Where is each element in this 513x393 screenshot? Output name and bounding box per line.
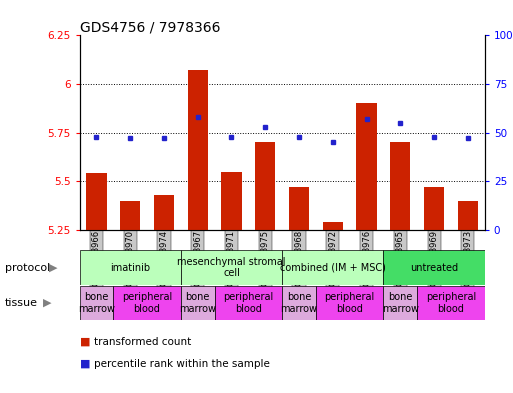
- Bar: [154, 195, 174, 230]
- Bar: [120, 201, 140, 230]
- Text: bone
marrow: bone marrow: [179, 292, 216, 314]
- Text: percentile rank within the sample: percentile rank within the sample: [94, 358, 270, 369]
- Text: ■: ■: [80, 358, 90, 369]
- Bar: [357, 103, 377, 230]
- Bar: [390, 142, 410, 230]
- Text: bone
marrow: bone marrow: [78, 292, 115, 314]
- Text: combined (IM + MSC): combined (IM + MSC): [280, 263, 386, 273]
- Text: GDS4756 / 7978366: GDS4756 / 7978366: [80, 20, 220, 34]
- Bar: [282, 286, 316, 320]
- Bar: [86, 173, 107, 230]
- Bar: [424, 187, 444, 230]
- Text: ■: ■: [80, 337, 90, 347]
- Bar: [282, 250, 383, 285]
- Bar: [289, 187, 309, 230]
- Text: bone
marrow: bone marrow: [382, 292, 419, 314]
- Bar: [383, 250, 485, 285]
- Text: ▶: ▶: [43, 298, 51, 308]
- Bar: [80, 250, 181, 285]
- Bar: [214, 286, 282, 320]
- Text: tissue: tissue: [5, 298, 38, 308]
- Bar: [222, 171, 242, 230]
- Text: peripheral
blood: peripheral blood: [223, 292, 273, 314]
- Bar: [181, 250, 282, 285]
- Text: imatinib: imatinib: [110, 263, 150, 273]
- Text: peripheral
blood: peripheral blood: [325, 292, 375, 314]
- Text: peripheral
blood: peripheral blood: [426, 292, 476, 314]
- Bar: [188, 70, 208, 230]
- Text: bone
marrow: bone marrow: [281, 292, 318, 314]
- Bar: [113, 286, 181, 320]
- Text: protocol: protocol: [5, 263, 50, 273]
- Bar: [417, 286, 485, 320]
- Bar: [316, 286, 384, 320]
- Bar: [80, 286, 113, 320]
- Bar: [181, 286, 214, 320]
- Bar: [458, 201, 478, 230]
- Text: ▶: ▶: [49, 263, 57, 273]
- Text: untreated: untreated: [410, 263, 458, 273]
- Bar: [255, 142, 275, 230]
- Text: mesenchymal stromal
cell: mesenchymal stromal cell: [177, 257, 286, 278]
- Text: peripheral
blood: peripheral blood: [122, 292, 172, 314]
- Text: transformed count: transformed count: [94, 337, 191, 347]
- Bar: [383, 286, 417, 320]
- Bar: [323, 222, 343, 230]
